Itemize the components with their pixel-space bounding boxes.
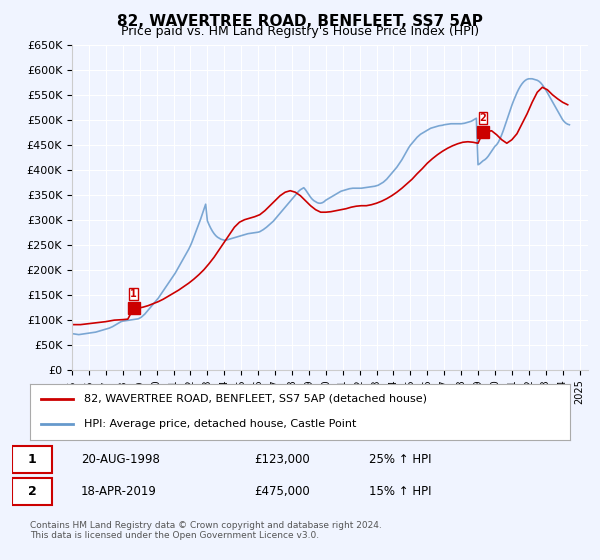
- Text: 82, WAVERTREE ROAD, BENFLEET, SS7 5AP: 82, WAVERTREE ROAD, BENFLEET, SS7 5AP: [117, 14, 483, 29]
- Text: 18-APR-2019: 18-APR-2019: [81, 485, 157, 498]
- Text: 1: 1: [130, 289, 137, 299]
- Text: 20-AUG-1998: 20-AUG-1998: [81, 454, 160, 466]
- Text: Contains HM Land Registry data © Crown copyright and database right 2024.
This d: Contains HM Land Registry data © Crown c…: [30, 521, 382, 540]
- Text: 2: 2: [479, 113, 487, 123]
- Text: £475,000: £475,000: [254, 485, 310, 498]
- Text: 82, WAVERTREE ROAD, BENFLEET, SS7 5AP (detached house): 82, WAVERTREE ROAD, BENFLEET, SS7 5AP (d…: [84, 394, 427, 404]
- Text: £123,000: £123,000: [254, 454, 310, 466]
- Text: Price paid vs. HM Land Registry's House Price Index (HPI): Price paid vs. HM Land Registry's House …: [121, 25, 479, 38]
- Text: 25% ↑ HPI: 25% ↑ HPI: [369, 454, 431, 466]
- FancyBboxPatch shape: [12, 446, 52, 473]
- Text: 1: 1: [28, 454, 37, 466]
- FancyBboxPatch shape: [12, 478, 52, 505]
- Text: 2: 2: [28, 485, 37, 498]
- Text: HPI: Average price, detached house, Castle Point: HPI: Average price, detached house, Cast…: [84, 419, 356, 430]
- Text: 15% ↑ HPI: 15% ↑ HPI: [369, 485, 431, 498]
